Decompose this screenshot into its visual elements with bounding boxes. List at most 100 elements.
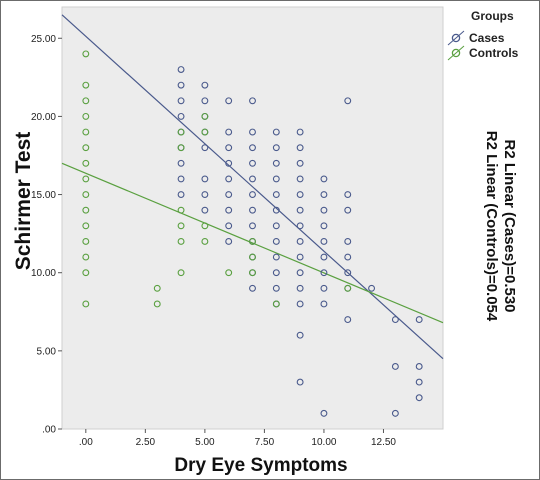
point-controls [177,128,185,136]
point-controls [272,300,280,308]
y-tick-label: 10.00 [31,268,56,279]
plot-area [61,6,444,430]
point-controls [82,50,90,58]
point-cases [225,159,233,167]
point-controls [201,222,209,230]
point-cases [320,300,328,308]
point-cases [272,269,280,277]
point-cases [249,284,256,292]
point-cases [201,97,209,105]
point-cases [320,222,328,230]
point-controls [177,269,185,277]
point-cases [177,159,185,167]
point-cases [368,284,376,292]
x-tick-label: 7.50 [255,437,275,448]
point-cases [296,159,304,167]
legend-marker-controls [451,48,461,58]
x-axis-ticks: .00 2.50 5.00 7.50 10.00 12.50 [79,429,396,448]
point-controls [82,253,90,261]
point-cases [201,81,209,89]
point-cases [225,175,233,183]
r2-label-cases: R2 Linear (Cases)=0.530 [501,139,518,312]
point-cases [296,284,304,292]
point-cases [296,191,304,199]
point-cases [344,269,352,277]
point-cases [177,97,185,105]
point-cases [249,144,256,152]
point-controls [82,159,90,167]
point-cases [391,409,399,417]
point-cases [272,159,280,167]
legend-label-controls: Controls [469,46,519,60]
point-cases [344,206,352,214]
point-cases [249,206,256,214]
point-cases [320,269,328,277]
y-tick-label: .00 [42,425,56,436]
point-cases [296,175,304,183]
y-tick-label: 5.00 [37,346,57,357]
point-cases [344,253,352,261]
point-controls [177,206,185,214]
point-cases [320,253,328,261]
point-cases [415,394,423,402]
point-controls [249,253,256,261]
point-cases [391,363,399,370]
point-cases [296,253,304,261]
point-cases [272,253,280,261]
point-cases [272,284,280,292]
point-cases [296,206,304,214]
point-cases [272,222,280,230]
point-cases [415,316,423,324]
point-controls [249,237,256,245]
fit-line-cases [61,14,444,360]
point-cases [225,128,233,136]
point-cases [249,128,256,136]
legend-line-cases [447,30,465,46]
point-cases [177,112,185,120]
point-cases [249,191,256,199]
point-cases [225,97,233,105]
point-cases [320,409,328,417]
legend-marker-cases [451,33,461,43]
point-cases [249,175,256,183]
point-cases [272,191,280,199]
point-cases [296,237,304,245]
fit-line-controls [61,162,444,324]
point-controls [82,128,90,136]
point-cases [415,378,423,386]
point-controls [177,222,185,230]
point-controls [82,175,90,183]
point-controls [82,81,90,89]
point-cases [177,66,185,73]
y-tick-label: 25.00 [31,34,56,45]
point-cases [296,378,304,386]
fit-lines [61,14,444,360]
x-tick-label: 2.50 [136,437,156,448]
point-controls [82,269,90,277]
y-axis-ticks: .00 5.00 10.00 15.00 20.00 25.00 [31,34,62,436]
point-cases [296,331,304,339]
r2-label-controls: R2 Linear (Controls)=0.054 [483,131,500,322]
legend: Groups Cases Controls [447,9,519,61]
point-controls [344,284,352,292]
point-cases [344,316,352,324]
point-cases [415,363,423,370]
point-cases [296,300,304,308]
point-cases [320,191,328,199]
legend-line-controls [447,45,465,61]
point-controls [82,144,90,152]
legend-title: Groups [471,9,514,23]
point-cases [249,159,256,167]
data-points [82,50,423,417]
x-tick-label: 10.00 [311,437,336,448]
point-controls [249,269,256,277]
point-cases [249,222,256,230]
point-cases [225,237,233,245]
x-tick-label: 12.50 [371,437,396,448]
point-cases [272,128,280,136]
point-controls [82,206,90,214]
point-controls [82,97,90,105]
point-cases [272,175,280,183]
